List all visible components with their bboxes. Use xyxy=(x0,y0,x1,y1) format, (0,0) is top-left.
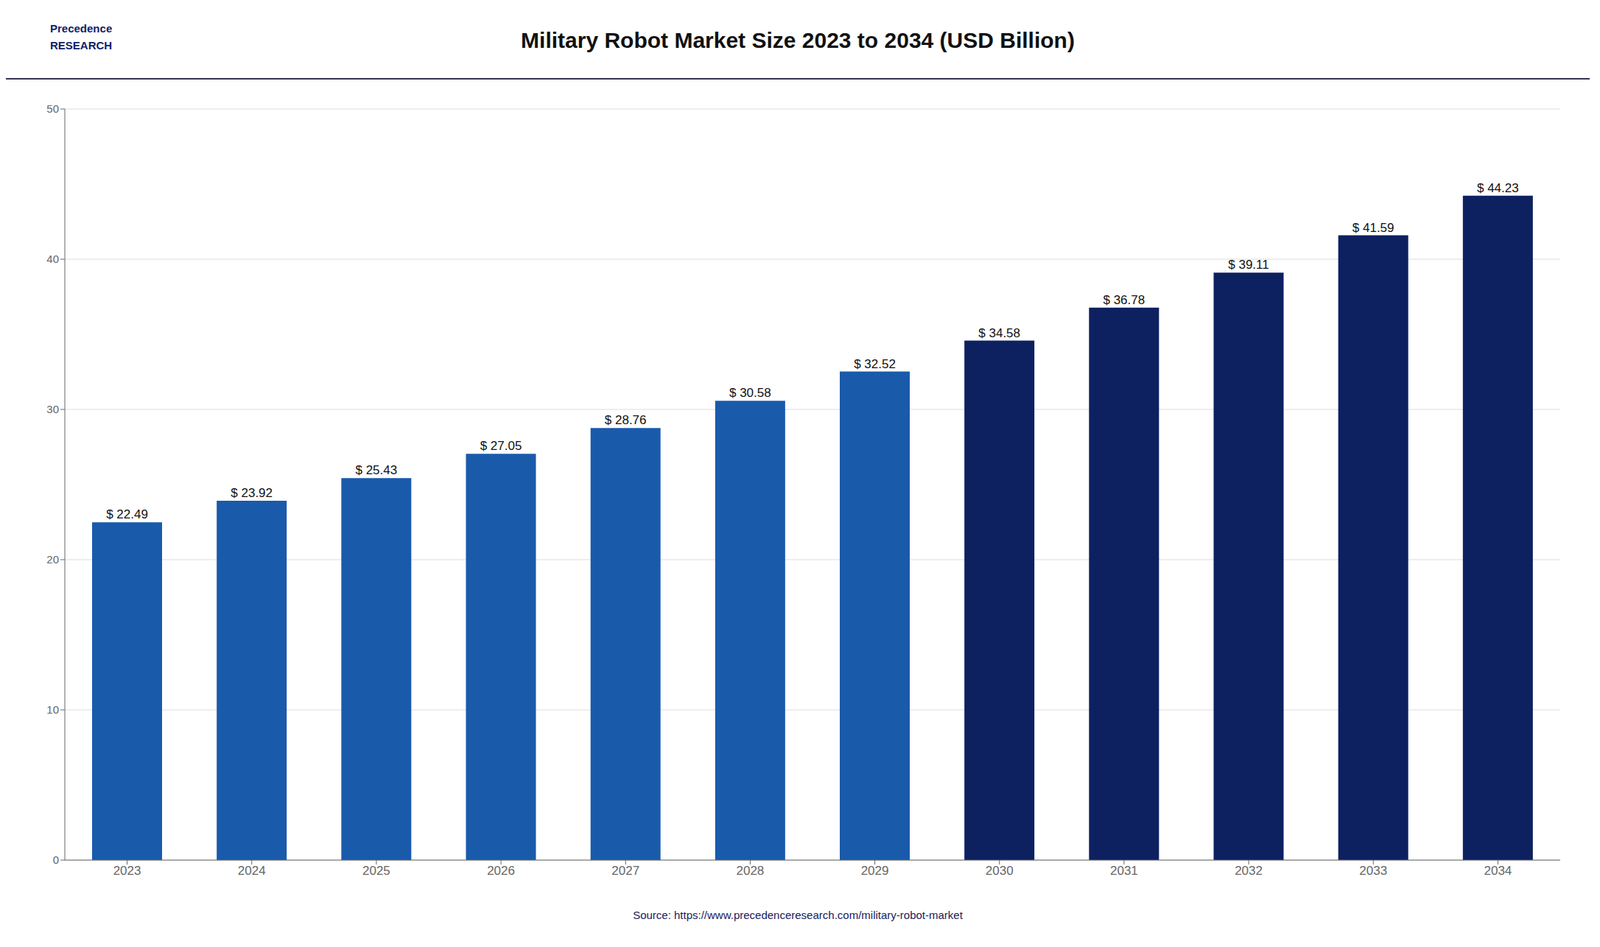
svg-text:$ 36.78: $ 36.78 xyxy=(1102,293,1145,308)
svg-text:2026: 2026 xyxy=(486,864,515,879)
svg-text:10: 10 xyxy=(46,703,59,717)
html-text:Military Robot Market Size 202: Military Robot Market Size 2023 to 2034 … xyxy=(520,27,1075,53)
svg-text:2028: 2028 xyxy=(736,864,765,879)
svg-text:2027: 2027 xyxy=(611,864,640,879)
svg-text:2025: 2025 xyxy=(362,864,391,879)
svg-text:2031: 2031 xyxy=(1110,864,1139,879)
svg-text:$ 41.59: $ 41.59 xyxy=(1352,220,1395,235)
svg-text:$ 39.11: $ 39.11 xyxy=(1227,257,1269,272)
svg-text:$ 23.92: $ 23.92 xyxy=(230,486,273,501)
svg-text:2030: 2030 xyxy=(985,864,1014,879)
svg-text:$ 25.43: $ 25.43 xyxy=(355,463,398,478)
svg-text:2023: 2023 xyxy=(113,864,142,879)
svg-text:50: 50 xyxy=(46,102,59,115)
svg-text:2032: 2032 xyxy=(1234,864,1263,879)
svg-text:2024: 2024 xyxy=(237,864,266,879)
html-text:Precedence: Precedence xyxy=(50,22,113,35)
svg-text:20: 20 xyxy=(46,553,59,566)
svg-text:$ 30.58: $ 30.58 xyxy=(729,386,772,400)
svg-text:$ 27.05: $ 27.05 xyxy=(480,439,523,454)
svg-text:$ 28.76: $ 28.76 xyxy=(604,413,647,428)
svg-text:2034: 2034 xyxy=(1484,864,1513,879)
svg-text:30: 30 xyxy=(46,402,59,416)
svg-text:0: 0 xyxy=(53,853,59,867)
svg-text:40: 40 xyxy=(46,252,59,266)
html-text:RESEARCH: RESEARCH xyxy=(50,38,113,52)
html-text:Source: https://www.precedence: Source: https://www.precedenceresearch.c… xyxy=(632,909,963,922)
svg-text:2033: 2033 xyxy=(1359,864,1388,879)
svg-text:$ 22.49: $ 22.49 xyxy=(106,507,149,522)
svg-text:2029: 2029 xyxy=(861,864,890,879)
svg-text:$ 32.52: $ 32.52 xyxy=(853,357,896,372)
svg-text:$ 44.23: $ 44.23 xyxy=(1476,181,1519,196)
svg-text:$ 34.58: $ 34.58 xyxy=(978,326,1021,341)
